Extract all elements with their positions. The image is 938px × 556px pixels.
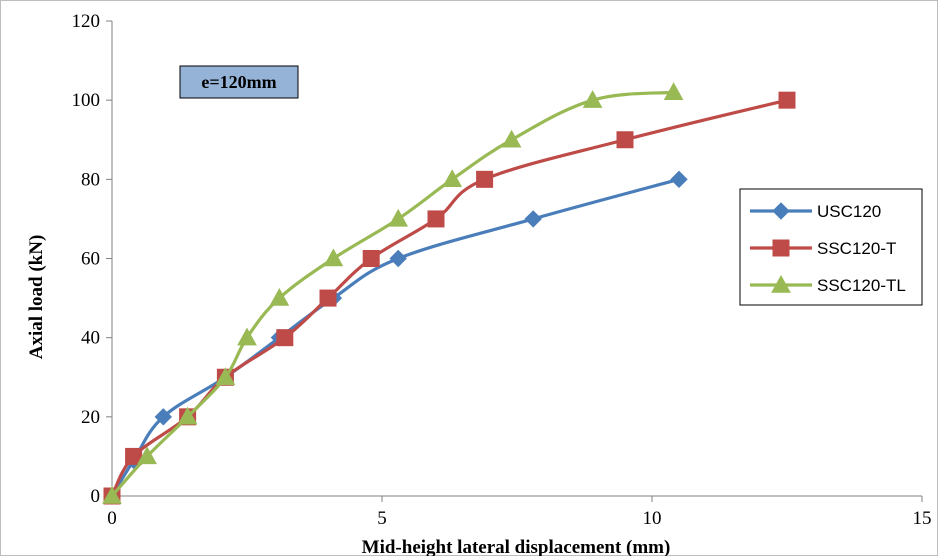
x-tick-label: 0: [107, 508, 117, 529]
legend: USC120 SSC120-T SSC120-TL: [739, 188, 923, 306]
series-layer: [102, 82, 796, 505]
legend-label: SSC120-T: [817, 239, 896, 258]
data-point: [582, 90, 603, 108]
data-point: [476, 170, 494, 188]
legend-item: USC120: [750, 202, 881, 221]
data-point: [442, 169, 463, 188]
data-point: [154, 408, 173, 426]
data-point: [323, 248, 344, 267]
axes: 0 20 40 60 80 100 120 0 5 10 15: [72, 11, 932, 529]
y-tick-label: 100: [72, 90, 101, 111]
data-point: [389, 249, 407, 268]
data-point: [362, 250, 380, 267]
data-point: [663, 82, 684, 100]
data-point: [778, 91, 796, 109]
data-point: [388, 208, 409, 227]
legend-item: SSC120-TL: [750, 274, 906, 295]
data-point: [276, 329, 294, 347]
data-point: [427, 210, 445, 228]
data-point: [137, 446, 157, 465]
legend-item: SSC120-T: [750, 239, 896, 258]
legend-label: USC120: [817, 202, 881, 221]
data-point: [501, 129, 522, 148]
data-point: [237, 327, 257, 346]
legend-marker: [771, 274, 791, 293]
y-tick-label: 20: [81, 407, 100, 428]
data-point: [177, 406, 198, 425]
series-SSC120-TL: [102, 82, 684, 504]
y-tick-label: 40: [81, 328, 100, 349]
data-point: [102, 485, 122, 504]
x-tick-label: 10: [643, 508, 662, 529]
data-point: [319, 289, 337, 307]
x-axis-title: Mid-height lateral displacement (mm): [362, 537, 671, 556]
y-axis-title: Axial load (kN): [26, 235, 47, 360]
y-tick-label: 120: [72, 11, 101, 32]
annotation-box: e=120mm: [179, 65, 299, 99]
annotation-text: e=120mm: [201, 72, 276, 92]
data-point: [215, 367, 236, 385]
y-tick-label: 0: [91, 486, 101, 507]
legend-marker: [772, 202, 790, 220]
data-point: [616, 131, 634, 149]
data-point: [524, 210, 542, 228]
data-point: [670, 170, 688, 189]
x-tick-label: 5: [377, 508, 387, 529]
x-tick-label: 15: [913, 508, 932, 529]
legend-marker: [772, 239, 790, 257]
data-point: [269, 288, 290, 306]
legend-label: SSC120-TL: [817, 276, 906, 295]
y-tick-label: 80: [81, 169, 100, 190]
y-tick-label: 60: [81, 249, 100, 270]
annotation-box-background: [179, 65, 299, 99]
